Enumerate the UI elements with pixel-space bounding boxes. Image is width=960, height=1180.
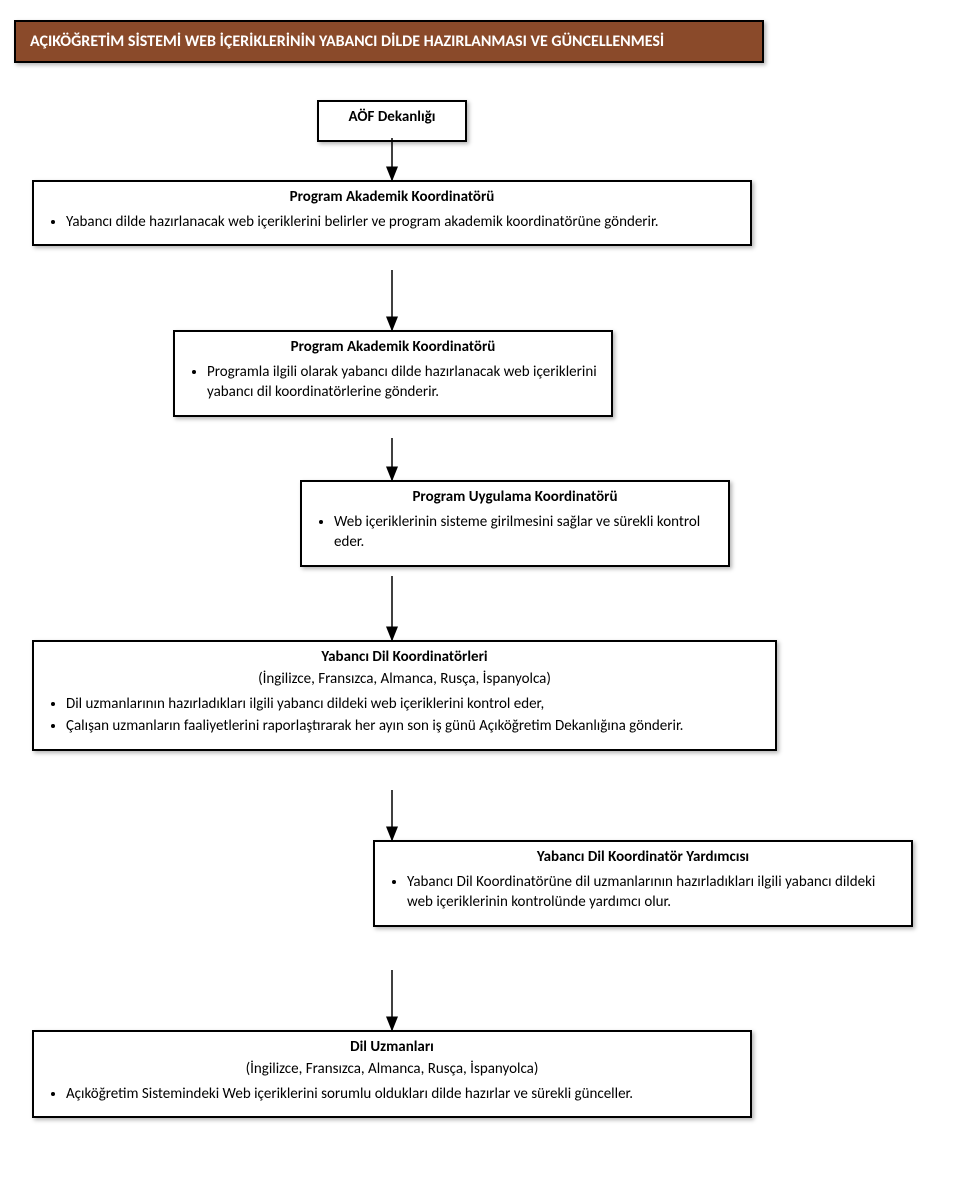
experts-list: Açıköğretim Sistemindeki Web içeriklerin… (44, 1084, 740, 1104)
langcoord-subtitle: (İngilizce, Fransızca, Almanca, Rusça, İ… (44, 670, 765, 688)
langcoord-bullet1: Dil uzmanlarının hazırladıkları ilgili y… (66, 694, 765, 714)
assistant-title: Yabancı Dil Koordinatör Yardımcısı (385, 848, 901, 866)
dean-title: AÖF Dekanlığı (329, 108, 455, 126)
node-impl-coord: Program Uygulama Koordinatörü Web içerik… (300, 480, 730, 567)
node-coord1: Program Akademik Koordinatörü Yabancı di… (32, 180, 752, 246)
coord1-list: Yabancı dilde hazırlanacak web içerikler… (44, 212, 740, 232)
coord1-bullet: Yabancı dilde hazırlanacak web içerikler… (66, 212, 740, 232)
header-title: AÇIKÖĞRETİM SİSTEMİ WEB İÇERİKLERİNİN YA… (30, 32, 664, 51)
node-assistant: Yabancı Dil Koordinatör Yardımcısı Yaban… (373, 840, 913, 927)
langcoord-bullet2: Çalışan uzmanların faaliyetlerini raporl… (66, 716, 765, 736)
experts-title: Dil Uzmanları (44, 1038, 740, 1056)
arrows-layer (0, 0, 960, 1180)
experts-subtitle: (İngilizce, Fransızca, Almanca, Rusça, İ… (44, 1060, 740, 1078)
langcoord-title: Yabancı Dil Koordinatörleri (44, 648, 765, 666)
assistant-bullet: Yabancı Dil Koordinatörüne dil uzmanları… (407, 872, 901, 913)
node-lang-coord: Yabancı Dil Koordinatörleri (İngilizce, … (32, 640, 777, 751)
implcoord-title: Program Uygulama Koordinatörü (312, 488, 718, 506)
coord2-bullet: Programla ilgili olarak yabancı dilde ha… (207, 362, 601, 403)
node-coord2: Program Akademik Koordinatörü Programla … (173, 330, 613, 417)
node-dean: AÖF Dekanlığı (317, 100, 467, 142)
assistant-list: Yabancı Dil Koordinatörüne dil uzmanları… (385, 872, 901, 913)
experts-bullet: Açıköğretim Sistemindeki Web içeriklerin… (66, 1084, 740, 1104)
implcoord-bullet: Web içeriklerinin sisteme girilmesini sa… (334, 512, 718, 553)
langcoord-list: Dil uzmanlarının hazırladıkları ilgili y… (44, 694, 765, 737)
coord1-title: Program Akademik Koordinatörü (44, 188, 740, 206)
page-header: AÇIKÖĞRETİM SİSTEMİ WEB İÇERİKLERİNİN YA… (14, 20, 764, 63)
coord2-title: Program Akademik Koordinatörü (185, 338, 601, 356)
implcoord-list: Web içeriklerinin sisteme girilmesini sa… (312, 512, 718, 553)
coord2-list: Programla ilgili olarak yabancı dilde ha… (185, 362, 601, 403)
node-experts: Dil Uzmanları (İngilizce, Fransızca, Alm… (32, 1030, 752, 1118)
